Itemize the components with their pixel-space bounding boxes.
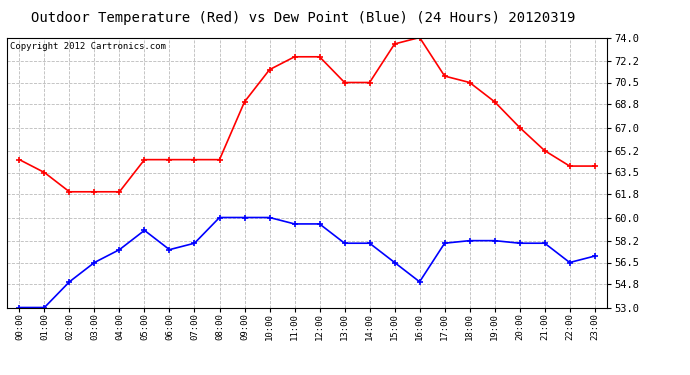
Text: Copyright 2012 Cartronics.com: Copyright 2012 Cartronics.com: [10, 42, 166, 51]
Text: Outdoor Temperature (Red) vs Dew Point (Blue) (24 Hours) 20120319: Outdoor Temperature (Red) vs Dew Point (…: [32, 11, 575, 25]
